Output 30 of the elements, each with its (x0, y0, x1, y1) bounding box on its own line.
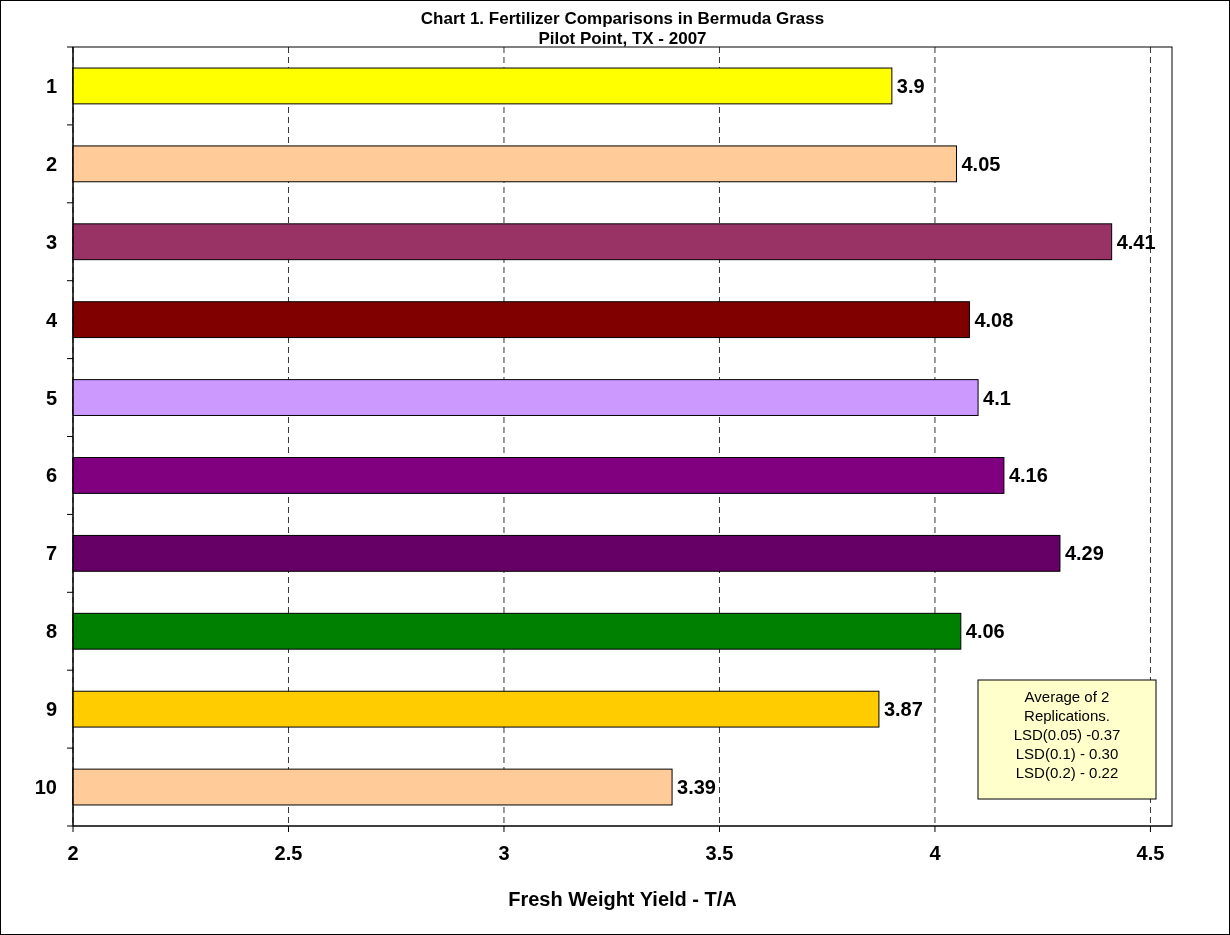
y-tick-label: 10 (34, 776, 57, 799)
y-tick-label: 3 (45, 230, 57, 253)
x-tick-label: 2 (67, 842, 79, 864)
y-tick-label: 1 (45, 74, 57, 97)
chart-title: Chart 1. Fertilizer Comparisons in Bermuda Grass (420, 9, 825, 28)
data-label: 4.08 (974, 308, 1014, 331)
data-label: 4.29 (1064, 542, 1104, 565)
data-label: 3.87 (883, 698, 923, 721)
x-tick-label: 4.5 (1136, 842, 1165, 864)
y-tick-label: 6 (45, 464, 57, 487)
y-tick-label: 7 (45, 542, 57, 565)
data-label: 4.06 (965, 620, 1005, 643)
data-label: 4.05 (961, 152, 1001, 175)
x-tick-label: 3 (498, 842, 510, 864)
annotation: Average of 2 Replications. LSD(0.05) -0.37 LSD(0.1) - 0.30 LSD(0.2) - 0.22 (1013, 688, 1121, 781)
chart-subtitle: Pilot Point, TX - 2007 (538, 29, 707, 48)
x-tick-label: 3.5 (705, 842, 734, 864)
data-label: 4.16 (1008, 464, 1048, 487)
y-tick-label: 2 (45, 152, 57, 175)
data-label: 4.41 (1116, 230, 1156, 253)
y-tick-label: 4 (45, 308, 58, 331)
data-label: 3.39 (677, 776, 716, 799)
x-tick-label: 4 (929, 842, 942, 864)
y-tick-label: 8 (45, 620, 57, 643)
y-tick-label: 5 (45, 386, 57, 409)
x-axis-title: Fresh Weight Yield - T/A (508, 888, 737, 910)
y-tick-label: 9 (45, 698, 57, 721)
data-label: 4.1 (983, 386, 1011, 409)
x-tick-label: 2.5 (274, 842, 303, 864)
data-label: 3.9 (896, 74, 925, 97)
